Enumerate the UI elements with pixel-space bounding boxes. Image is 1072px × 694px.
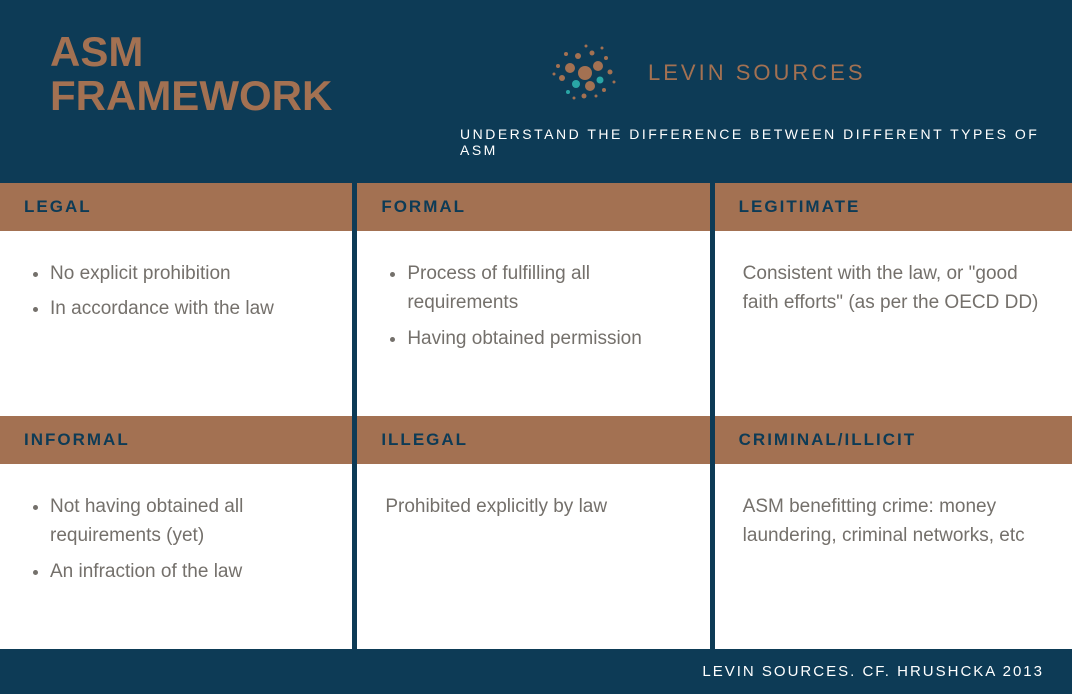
cell-criminal-text: ASM benefitting crime: money laundering,… xyxy=(743,492,1044,551)
col-header-informal: INFORMAL xyxy=(0,416,357,464)
col-header-legitimate: LEGITIMATE xyxy=(715,183,1072,231)
cell-illegal-text: Prohibited explicitly by law xyxy=(385,492,681,521)
framework-grid: LEGAL FORMAL LEGITIMATE No explicit proh… xyxy=(0,183,1072,649)
title-line-2: FRAMEWORK xyxy=(50,72,332,119)
subtitle: UNDERSTAND THE DIFFERENCE BETWEEN DIFFER… xyxy=(460,126,1042,158)
cell-illegal: Prohibited explicitly by law xyxy=(357,464,714,649)
cell-legal-list: No explicit prohibition In accordance wi… xyxy=(28,259,324,324)
page: ASM FRAMEWORK xyxy=(0,0,1072,694)
col-header-criminal: CRIMINAL/ILLICIT xyxy=(715,416,1072,464)
cell-legitimate-text: Consistent with the law, or "good faith … xyxy=(743,259,1044,318)
footer-text: LEVIN SOURCES. CF. HRUSHCKA 2013 xyxy=(702,663,1044,680)
page-title: ASM FRAMEWORK xyxy=(50,30,460,118)
col-header-legal: LEGAL xyxy=(0,183,357,231)
list-item: Having obtained permission xyxy=(407,324,681,353)
cell-legal: No explicit prohibition In accordance wi… xyxy=(0,231,357,416)
cell-informal-list: Not having obtained all requirements (ye… xyxy=(28,492,324,586)
title-line-1: ASM xyxy=(50,28,143,75)
col-header-illegal: ILLEGAL xyxy=(357,416,714,464)
list-item: Process of fulfilling all requirements xyxy=(407,259,681,318)
brand-row: LEVIN SOURCES xyxy=(460,38,866,108)
header-left: ASM FRAMEWORK xyxy=(30,30,460,118)
list-item: No explicit prohibition xyxy=(50,259,324,288)
list-item: In accordance with the law xyxy=(50,294,324,323)
cell-formal: Process of fulfilling all requirements H… xyxy=(357,231,714,416)
header: ASM FRAMEWORK xyxy=(0,0,1072,183)
list-item: An infraction of the law xyxy=(50,557,324,586)
footer: LEVIN SOURCES. CF. HRUSHCKA 2013 xyxy=(0,649,1072,694)
levin-sources-logo-icon xyxy=(540,38,630,108)
cell-criminal: ASM benefitting crime: money laundering,… xyxy=(715,464,1072,649)
header-right: LEVIN SOURCES UNDERSTAND THE DIFFERENCE … xyxy=(460,30,1042,158)
cell-formal-list: Process of fulfilling all requirements H… xyxy=(385,259,681,353)
cell-legitimate: Consistent with the law, or "good faith … xyxy=(715,231,1072,416)
brand-name: LEVIN SOURCES xyxy=(648,60,866,86)
list-item: Not having obtained all requirements (ye… xyxy=(50,492,324,551)
col-header-formal: FORMAL xyxy=(357,183,714,231)
cell-informal: Not having obtained all requirements (ye… xyxy=(0,464,357,649)
